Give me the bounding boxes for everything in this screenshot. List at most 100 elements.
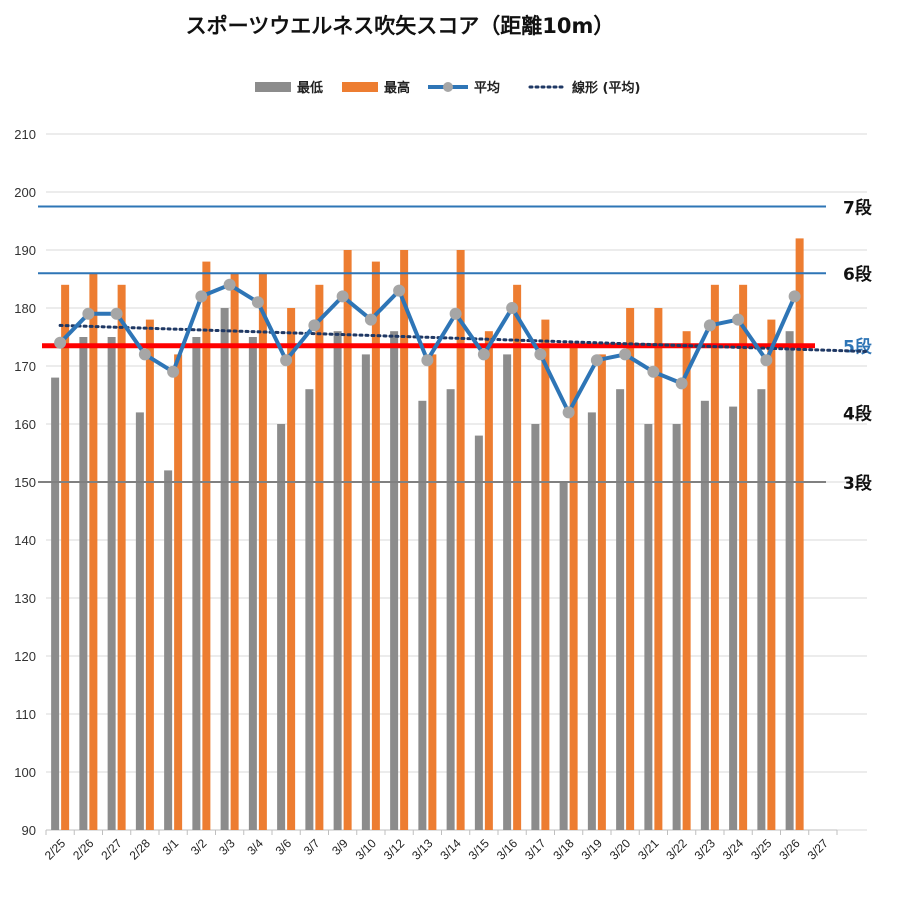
average-point [167, 365, 180, 378]
bar-max [484, 331, 493, 830]
bar-min [390, 331, 399, 830]
legend-item-min: 最低 [255, 80, 323, 96]
bar-min [107, 337, 116, 830]
x-tick-label: 3/1 [160, 836, 182, 858]
chart-title: スポーツウエルネス吹矢スコア（距離10m） [186, 14, 615, 38]
x-axis: 2/25 2/26 2/27 2/28 3/1 3/2 3/3 3/4 3/6 3/7 3/9 3/1… [42, 836, 831, 863]
bar-min [644, 424, 653, 830]
bar-min [672, 424, 681, 830]
average-point [308, 319, 321, 332]
trendline-average [58, 323, 869, 353]
average-point [619, 348, 632, 361]
average-point [364, 313, 377, 326]
average-point [54, 336, 67, 349]
x-tick-label: 2/25 [42, 836, 69, 863]
bar-min [248, 337, 257, 830]
rank-label: 5段 [843, 337, 872, 358]
legend-item-trend: 線形 (平均) [528, 80, 640, 96]
bar-min [616, 389, 625, 830]
legend-label: 平均 [474, 80, 500, 96]
bar-max [682, 331, 691, 830]
bar-max [513, 284, 522, 830]
bar-max [89, 273, 98, 830]
x-tick-label: 3/26 [776, 836, 803, 863]
x-tick-label: 3/9 [329, 836, 351, 858]
bar-max [258, 273, 267, 830]
average-line [54, 278, 801, 419]
bar-max [739, 284, 748, 830]
bar-min [333, 331, 342, 830]
bar-max [654, 308, 663, 830]
y-tick-label: 90 [22, 823, 36, 838]
y-tick-label: 160 [14, 417, 36, 432]
bar-min [700, 400, 709, 830]
bar-min [559, 482, 568, 830]
rank-label: 3段 [843, 473, 872, 494]
average-point [506, 302, 519, 314]
bar-min [361, 354, 370, 830]
bar-min [164, 470, 173, 830]
legend-item-avg: 平均 [428, 80, 500, 96]
x-tick-label: 3/24 [720, 836, 747, 863]
average-point [336, 290, 349, 303]
average-point [647, 365, 660, 378]
average-point [82, 307, 95, 320]
bar-min [729, 406, 738, 830]
bar-max [541, 319, 550, 830]
y-tick-label: 200 [14, 185, 36, 200]
bar-min [531, 424, 540, 830]
x-tick-label: 3/17 [522, 836, 549, 863]
bar-min [192, 337, 201, 830]
bar-min [446, 389, 455, 830]
bar-max [343, 250, 352, 830]
bar-max [626, 308, 635, 830]
bar-max [202, 261, 211, 831]
bar-min [418, 400, 427, 830]
bar-min [135, 412, 144, 830]
y-axis: 90 100 110 120 130 140 150 160 170 180 190 200 210 [14, 127, 36, 838]
average-point [110, 307, 123, 320]
average-point [675, 377, 688, 390]
bar-min [277, 424, 286, 830]
bar-min [587, 412, 596, 830]
x-tick-label: 2/28 [127, 836, 154, 863]
y-tick-label: 130 [14, 591, 36, 606]
bar-max [428, 354, 437, 830]
x-tick-label: 3/3 [216, 836, 238, 858]
average-point [393, 284, 406, 297]
y-tick-label: 100 [14, 765, 36, 780]
legend-label: 最高 [384, 80, 410, 96]
bar-max [710, 284, 719, 830]
average-point [251, 296, 264, 309]
x-tick-label: 3/25 [748, 836, 775, 863]
average-point [703, 319, 716, 332]
average-point [732, 313, 745, 326]
x-tick-label: 3/23 [692, 836, 719, 863]
average-point [421, 354, 434, 367]
x-tick-label: 3/14 [437, 836, 464, 863]
bar-max [61, 284, 70, 830]
x-tick-label: 3/10 [353, 836, 380, 863]
x-tick-label: 3/22 [663, 836, 690, 863]
bar-min [757, 389, 766, 830]
average-point [195, 290, 208, 303]
bar-max [371, 261, 380, 831]
average-point [562, 406, 575, 419]
y-tick-label: 210 [14, 127, 36, 142]
x-tick-label: 2/27 [98, 836, 125, 863]
average-point [449, 307, 462, 320]
x-tick-label: 3/4 [244, 836, 266, 858]
bar-min [474, 435, 483, 830]
bar-max [315, 284, 324, 830]
y-tick-label: 110 [15, 707, 36, 722]
y-tick-label: 180 [14, 301, 36, 316]
y-tick-label: 150 [14, 475, 36, 490]
bar-max [767, 319, 776, 830]
bar-max [230, 273, 239, 830]
average-point [760, 354, 773, 367]
bar-max [287, 308, 296, 830]
legend-swatch [342, 82, 378, 92]
bar-max [145, 319, 154, 830]
x-tick-label: 3/16 [494, 836, 521, 863]
